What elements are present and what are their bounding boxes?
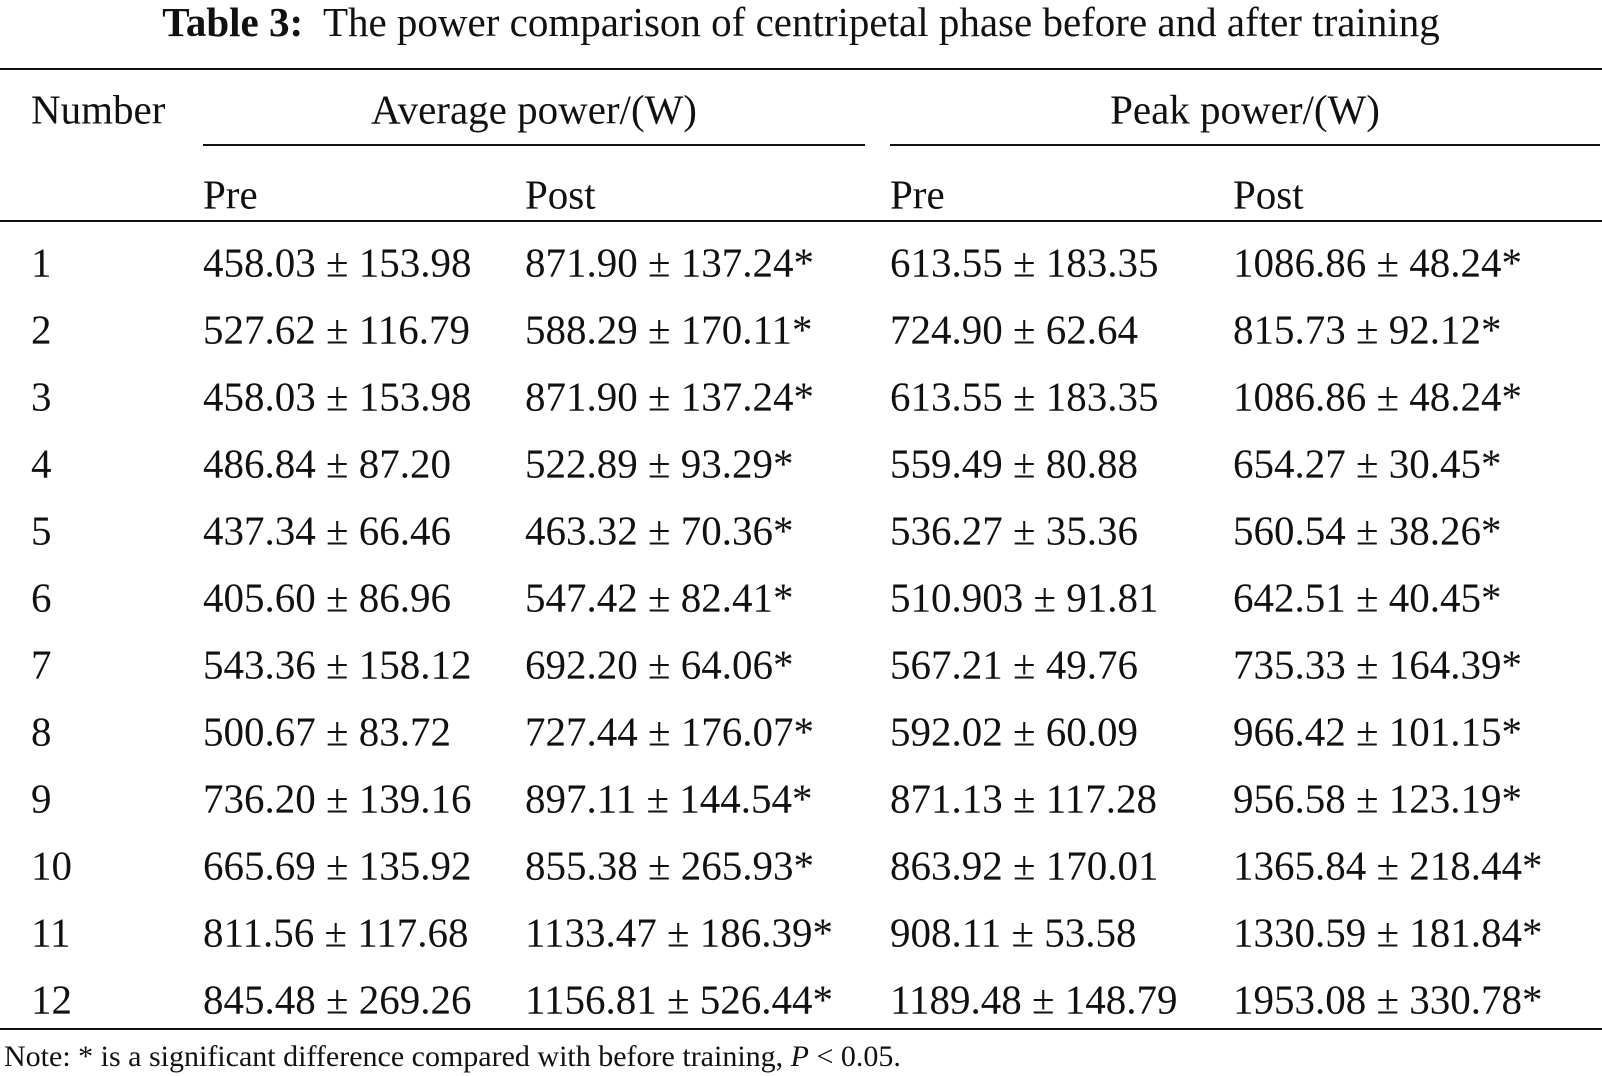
table-cell: 897.11 ± 144.54* bbox=[525, 775, 813, 822]
caption-text: The power comparison of centripetal phas… bbox=[322, 0, 1440, 45]
table-cell: 815.73 ± 92.12* bbox=[1233, 306, 1502, 353]
top-rule bbox=[0, 68, 1602, 70]
table-cell: 692.20 ± 64.06* bbox=[525, 641, 794, 688]
sub-header: Pre bbox=[203, 171, 258, 218]
table-cell: 6 bbox=[31, 574, 52, 621]
header-rule bbox=[0, 220, 1602, 222]
table-cell: 727.44 ± 176.07* bbox=[525, 708, 815, 755]
table-cell: 7 bbox=[31, 641, 52, 688]
table-cell: 510.903 ± 91.81 bbox=[890, 574, 1159, 621]
table-cell: 642.51 ± 40.45* bbox=[1233, 574, 1502, 621]
table-cell: 966.42 ± 101.15* bbox=[1233, 708, 1523, 755]
column-header: Peak power/(W) bbox=[1110, 86, 1380, 133]
table-cell: 908.11 ± 53.58 bbox=[890, 909, 1137, 956]
table-cell: 736.20 ± 139.16 bbox=[203, 775, 472, 822]
table-cell: 863.92 ± 170.01 bbox=[890, 842, 1159, 889]
table-cell: 543.36 ± 158.12 bbox=[203, 641, 472, 688]
table-note: Note: * is a significant difference comp… bbox=[4, 1040, 901, 1074]
table-cell: 8 bbox=[31, 708, 52, 755]
note-text: Note: * is a significant difference comp… bbox=[4, 1040, 784, 1073]
table-cell: 871.90 ± 137.24* bbox=[525, 373, 815, 420]
table-cell: 1 bbox=[31, 239, 52, 286]
table-cell: 536.27 ± 35.36 bbox=[890, 507, 1139, 554]
table-cell: 10 bbox=[31, 842, 72, 889]
table-cell: 12 bbox=[31, 976, 72, 1023]
table-cell: 956.58 ± 123.19* bbox=[1233, 775, 1523, 822]
table-cell: 522.89 ± 93.29* bbox=[525, 440, 794, 487]
table-cell: 2 bbox=[31, 306, 52, 353]
table-cell: 1953.08 ± 330.78* bbox=[1233, 976, 1543, 1023]
column-header: Number bbox=[31, 86, 166, 133]
table-cell: 500.67 ± 83.72 bbox=[203, 708, 452, 755]
caption-label: Table 3: bbox=[162, 0, 304, 45]
sub-header: Pre bbox=[890, 171, 945, 218]
table-cell: 463.32 ± 70.36* bbox=[525, 507, 794, 554]
table-cell: 613.55 ± 183.35 bbox=[890, 239, 1159, 286]
table-cell: 560.54 ± 38.26* bbox=[1233, 507, 1502, 554]
table-cell: 592.02 ± 60.09 bbox=[890, 708, 1139, 755]
table-cell: 588.29 ± 170.11* bbox=[525, 306, 813, 353]
table-cell: 3 bbox=[31, 373, 52, 420]
table-cell: 724.90 ± 62.64 bbox=[890, 306, 1139, 353]
table-cell: 855.38 ± 265.93* bbox=[525, 842, 815, 889]
table-cell: 871.13 ± 117.28 bbox=[890, 775, 1157, 822]
table-cell: 1330.59 ± 181.84* bbox=[1233, 909, 1543, 956]
table-cell: 4 bbox=[31, 440, 52, 487]
table-cell: 458.03 ± 153.98 bbox=[203, 239, 472, 286]
table-cell: 735.33 ± 164.39* bbox=[1233, 641, 1523, 688]
table-cell: 1086.86 ± 48.24* bbox=[1233, 239, 1523, 286]
table-cell: 11 bbox=[31, 909, 71, 956]
table-cell: 547.42 ± 82.41* bbox=[525, 574, 794, 621]
table-cell: 405.60 ± 86.96 bbox=[203, 574, 452, 621]
note-text: < 0.05. bbox=[816, 1040, 901, 1073]
table-cell: 1133.47 ± 186.39* bbox=[525, 909, 833, 956]
table-cell: 1365.84 ± 218.44* bbox=[1233, 842, 1543, 889]
table-cell: 527.62 ± 116.79 bbox=[203, 306, 470, 353]
group-rule bbox=[203, 144, 865, 146]
note-symbol: P bbox=[790, 1040, 809, 1073]
table-cell: 9 bbox=[31, 775, 52, 822]
table-cell: 811.56 ± 117.68 bbox=[203, 909, 469, 956]
table-cell: 665.69 ± 135.92 bbox=[203, 842, 472, 889]
table-cell: 567.21 ± 49.76 bbox=[890, 641, 1139, 688]
table-cell: 5 bbox=[31, 507, 52, 554]
bottom-rule bbox=[0, 1028, 1602, 1030]
table-cell: 1086.86 ± 48.24* bbox=[1233, 373, 1523, 420]
table-cell: 486.84 ± 87.20 bbox=[203, 440, 452, 487]
table-cell: 1189.48 ± 148.79 bbox=[890, 976, 1178, 1023]
column-header: Average power/(W) bbox=[371, 86, 697, 133]
table-cell: 871.90 ± 137.24* bbox=[525, 239, 815, 286]
sub-header: Post bbox=[1233, 171, 1304, 218]
sub-header: Post bbox=[525, 171, 596, 218]
table-cell: 1156.81 ± 526.44* bbox=[525, 976, 833, 1023]
table-cell: 654.27 ± 30.45* bbox=[1233, 440, 1502, 487]
group-rule bbox=[890, 144, 1600, 146]
table-cell: 613.55 ± 183.35 bbox=[890, 373, 1159, 420]
table-cell: 458.03 ± 153.98 bbox=[203, 373, 472, 420]
table-caption: Table 3: The power comparison of centrip… bbox=[0, 0, 1602, 44]
table-cell: 559.49 ± 80.88 bbox=[890, 440, 1139, 487]
table-cell: 845.48 ± 269.26 bbox=[203, 976, 472, 1023]
table-cell: 437.34 ± 66.46 bbox=[203, 507, 452, 554]
